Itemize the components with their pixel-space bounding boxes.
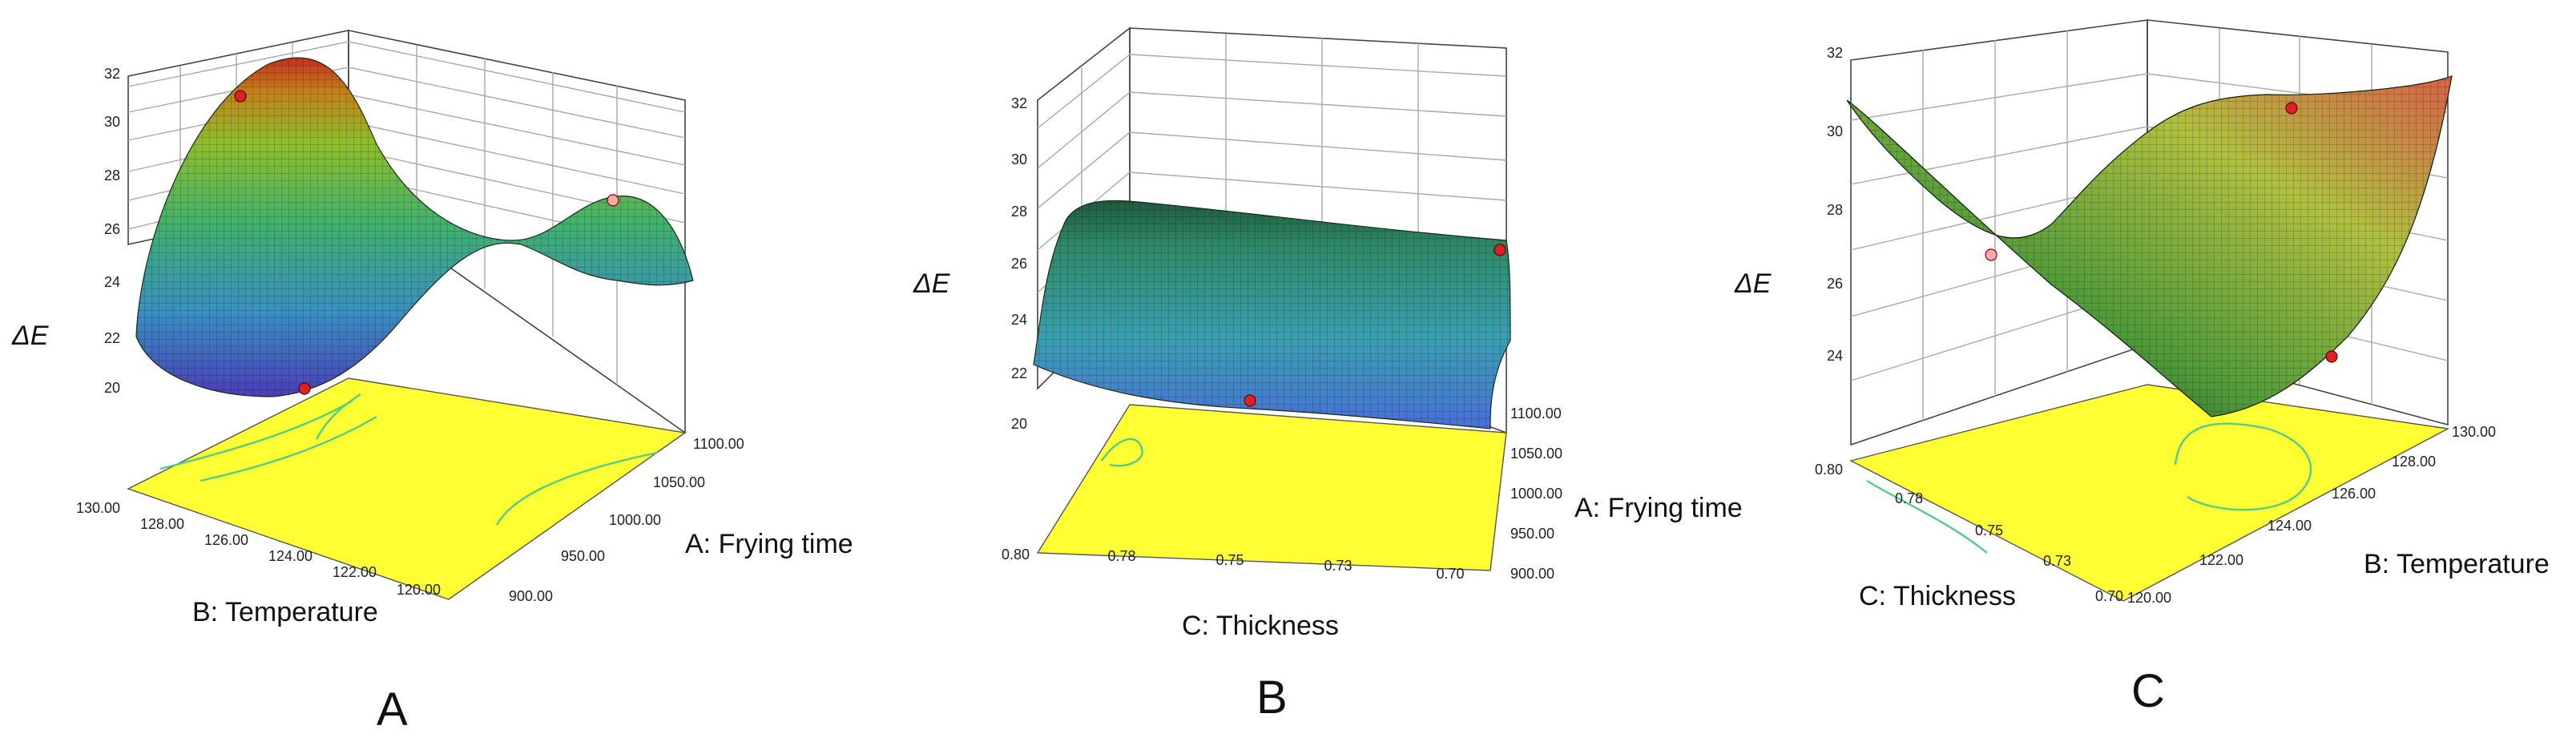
panel-a-y-ticks: 900.00 950.00 1000.00 1050.00 1100.00 bbox=[509, 436, 744, 604]
panel-a-x-ticks: 130.00 128.00 126.00 124.00 122.00 120.0… bbox=[76, 500, 441, 598]
panel-c-letter: C bbox=[2131, 665, 2165, 717]
panel-c-z-label: ΔE bbox=[1734, 268, 1772, 299]
z-tick: 28 bbox=[1011, 204, 1027, 220]
z-tick: 24 bbox=[1827, 348, 1843, 364]
z-tick: 24 bbox=[104, 274, 120, 290]
design-point bbox=[1985, 248, 1998, 261]
x-tick: 0.78 bbox=[1895, 490, 1923, 506]
z-tick: 26 bbox=[1011, 256, 1027, 272]
y-tick: 1000.00 bbox=[609, 512, 661, 528]
x-tick: 0.70 bbox=[2095, 588, 2123, 604]
panel-a-z-ticks: 20 22 24 26 28 30 32 bbox=[104, 66, 120, 396]
panel-c-x-ticks: 0.80 0.78 0.75 0.73 0.70 bbox=[1815, 462, 2123, 604]
design-point bbox=[234, 90, 247, 103]
z-tick: 28 bbox=[1827, 202, 1843, 218]
z-tick: 30 bbox=[1011, 151, 1027, 167]
y-tick: 1100.00 bbox=[1510, 405, 1562, 421]
y-tick: 126.00 bbox=[2332, 486, 2376, 502]
y-tick: 950.00 bbox=[561, 548, 605, 564]
x-tick: 0.80 bbox=[1815, 462, 1843, 478]
y-tick: 900.00 bbox=[1510, 566, 1554, 582]
panel-a: 20 22 24 26 28 30 32 ΔE 130.00 128.00 12… bbox=[11, 30, 853, 736]
z-tick: 24 bbox=[1011, 312, 1027, 328]
y-tick: 950.00 bbox=[1510, 526, 1554, 542]
z-tick: 30 bbox=[1827, 123, 1843, 139]
y-tick: 128.00 bbox=[2392, 454, 2436, 470]
x-tick: 120.00 bbox=[397, 582, 441, 598]
panel-c-design-points bbox=[1985, 102, 2338, 363]
panel-b-x-ticks: 0.80 0.78 0.75 0.73 0.70 bbox=[1002, 546, 1465, 582]
y-tick: 1050.00 bbox=[653, 474, 705, 490]
panel-c-x-label: C: Thickness bbox=[1859, 581, 2016, 611]
design-point bbox=[2325, 350, 2338, 363]
panel-a-contours bbox=[159, 393, 658, 526]
panel-c-y-ticks: 120.00 122.00 124.00 126.00 128.00 130.0… bbox=[2127, 424, 2496, 606]
z-tick: 32 bbox=[1827, 45, 1843, 61]
panel-b-y-label: A: Frying time bbox=[1574, 493, 1743, 523]
z-tick: 28 bbox=[104, 167, 120, 183]
x-tick: 0.78 bbox=[1107, 548, 1135, 564]
panel-b-letter: B bbox=[1256, 671, 1288, 724]
z-tick: 22 bbox=[1011, 365, 1027, 381]
panel-a-design-points bbox=[234, 90, 619, 395]
y-tick: 120.00 bbox=[2127, 590, 2171, 606]
z-tick: 26 bbox=[104, 221, 120, 237]
panel-b-z-ticks: 20 22 24 26 28 30 32 bbox=[1011, 95, 1027, 432]
panel-c-surface bbox=[1846, 75, 2453, 417]
y-tick: 122.00 bbox=[2199, 552, 2243, 568]
panel-c: 24 26 28 30 32 ΔE 0.80 0.78 0.75 0.73 0.… bbox=[1734, 19, 2550, 717]
z-tick: 20 bbox=[104, 380, 120, 396]
x-tick: 126.00 bbox=[204, 532, 248, 548]
y-tick: 1050.00 bbox=[1510, 446, 1562, 462]
panel-c-contours bbox=[1866, 422, 2312, 554]
x-tick: 0.73 bbox=[2043, 553, 2071, 569]
x-tick: 0.70 bbox=[1436, 566, 1464, 582]
panel-b-x-label: C: Thickness bbox=[1182, 611, 1339, 641]
z-tick: 30 bbox=[104, 114, 120, 130]
panel-a-letter: A bbox=[377, 684, 408, 736]
x-tick: 0.73 bbox=[1324, 558, 1352, 574]
x-tick: 124.00 bbox=[268, 548, 312, 564]
design-point bbox=[298, 382, 311, 395]
y-tick: 124.00 bbox=[2268, 518, 2312, 534]
panel-a-y-label: A: Frying time bbox=[685, 529, 853, 559]
panel-b-z-label: ΔE bbox=[913, 268, 950, 299]
x-tick: 0.80 bbox=[1002, 546, 1030, 563]
y-tick: 130.00 bbox=[2452, 424, 2496, 440]
z-tick: 32 bbox=[1011, 95, 1027, 111]
x-tick: 128.00 bbox=[140, 516, 184, 532]
panel-b-surface bbox=[1033, 200, 1511, 429]
design-point bbox=[607, 194, 619, 207]
z-tick: 20 bbox=[1011, 416, 1027, 432]
panel-b-floor bbox=[1036, 404, 1507, 571]
z-tick: 26 bbox=[1827, 276, 1843, 292]
design-point bbox=[1494, 244, 1506, 256]
y-tick: 1100.00 bbox=[693, 436, 744, 452]
x-tick: 122.00 bbox=[333, 564, 377, 580]
x-tick: 0.75 bbox=[1975, 522, 2003, 538]
panel-b: 20 22 24 26 28 30 32 ΔE 0.80 0.78 0.75 0… bbox=[913, 26, 1743, 724]
x-tick: 0.75 bbox=[1215, 552, 1244, 568]
panel-b-design-points bbox=[1244, 244, 1506, 407]
z-tick: 32 bbox=[104, 66, 120, 82]
y-tick: 900.00 bbox=[509, 588, 553, 604]
panel-a-x-label: B: Temperature bbox=[192, 597, 378, 627]
panel-b-contours bbox=[1101, 438, 1143, 467]
panel-a-z-label: ΔE bbox=[11, 321, 49, 351]
x-tick: 130.00 bbox=[76, 500, 120, 516]
y-tick: 1000.00 bbox=[1510, 486, 1562, 502]
panel-b-y-ticks: 900.00 950.00 1000.00 1050.00 1100.00 bbox=[1510, 405, 1562, 582]
panel-c-z-ticks: 24 26 28 30 32 bbox=[1827, 45, 1843, 364]
panel-a-surface bbox=[135, 57, 694, 397]
z-tick: 22 bbox=[104, 330, 120, 346]
panel-c-floor bbox=[1849, 384, 2450, 602]
panel-a-floor bbox=[127, 377, 687, 600]
panel-c-y-label: B: Temperature bbox=[2364, 549, 2550, 579]
design-point bbox=[1244, 394, 1256, 407]
design-point bbox=[2285, 102, 2298, 115]
